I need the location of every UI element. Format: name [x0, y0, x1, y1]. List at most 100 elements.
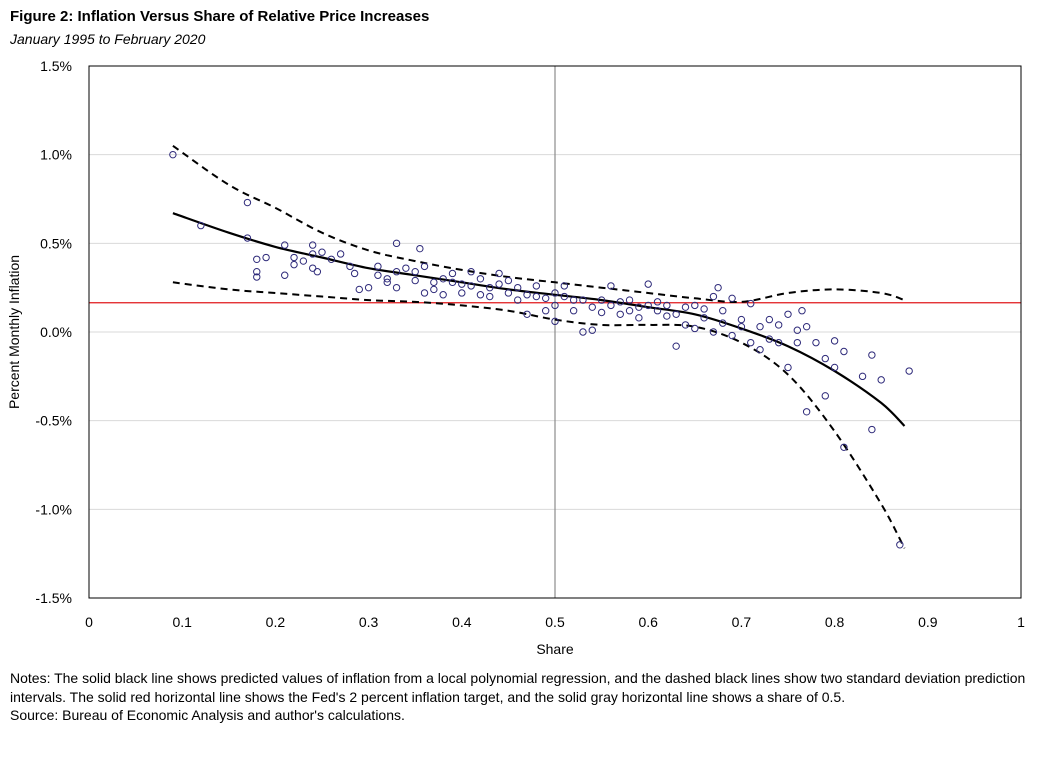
- data-point-119: [798, 307, 806, 315]
- data-point-1: [197, 221, 205, 230]
- data-point-124: [821, 354, 829, 363]
- data-point-74: [597, 296, 606, 304]
- data-point-23: [364, 283, 373, 292]
- data-point-46: [467, 282, 475, 290]
- data-point-86: [653, 307, 662, 315]
- data-point-61: [541, 307, 550, 315]
- data-point-134: [905, 367, 913, 375]
- x-tick-label: 1: [1017, 614, 1025, 630]
- data-point-21: [350, 269, 359, 278]
- data-point-31: [402, 264, 410, 272]
- x-tick-label: 0.5: [545, 614, 565, 630]
- data-point-81: [625, 296, 634, 304]
- x-axis-ticks: 0 0.1 0.2 0.3 0.4 0.5 0.6 0.7 0.8 0.9 1: [85, 614, 1025, 630]
- data-point-95: [691, 324, 699, 333]
- data-point-84: [644, 280, 652, 288]
- x-tick-label: 0.2: [266, 614, 286, 630]
- x-tick-label: 0.4: [452, 614, 472, 630]
- data-point-108: [747, 338, 755, 347]
- data-point-35: [420, 262, 429, 271]
- data-point-87: [653, 298, 662, 306]
- x-tick-label: 0.7: [732, 614, 752, 630]
- x-tick-label: 0.3: [359, 614, 379, 630]
- data-point-12: [299, 257, 308, 265]
- data-point-27: [383, 278, 391, 287]
- data-point-33: [411, 268, 419, 276]
- data-point-120: [802, 322, 811, 331]
- fit-curves: [172, 144, 906, 549]
- x-tick-label: 0.1: [172, 614, 192, 630]
- y-tick-label: 0.5%: [40, 235, 72, 251]
- data-point-107: [747, 299, 755, 308]
- scatter-points: [169, 150, 913, 549]
- data-point-9: [281, 271, 289, 279]
- data-point-68: [569, 307, 578, 315]
- data-point-59: [532, 292, 541, 301]
- data-point-17: [318, 248, 326, 256]
- data-point-18: [327, 255, 336, 263]
- data-point-89: [663, 301, 671, 310]
- data-point-24: [374, 262, 382, 271]
- data-point-117: [793, 326, 802, 334]
- x-tick-label: 0: [85, 614, 93, 630]
- data-point-43: [458, 289, 466, 297]
- data-point-73: [588, 303, 596, 311]
- data-point-65: [551, 301, 559, 310]
- data-point-105: [737, 315, 746, 324]
- data-point-133: [896, 541, 904, 549]
- data-point-83: [635, 314, 643, 322]
- data-point-52: [495, 269, 503, 278]
- data-point-53: [504, 289, 513, 297]
- data-point-91: [672, 310, 680, 318]
- notes-text: Notes: The solid black line shows predic…: [10, 670, 1026, 705]
- data-point-93: [681, 321, 690, 329]
- data-point-64: [551, 317, 559, 326]
- data-point-29: [392, 268, 401, 276]
- data-point-69: [569, 296, 578, 304]
- data-point-92: [681, 303, 690, 311]
- data-point-13: [308, 241, 317, 249]
- y-tick-label: 1.0%: [40, 147, 72, 163]
- y-tick-label: 1.5%: [40, 58, 72, 74]
- data-point-34: [416, 244, 424, 253]
- data-point-76: [607, 282, 615, 290]
- data-point-82: [635, 303, 643, 311]
- data-point-14: [308, 250, 317, 258]
- data-point-8: [281, 241, 289, 249]
- data-point-11: [290, 253, 298, 262]
- data-point-57: [523, 291, 531, 299]
- data-point-19: [336, 250, 345, 258]
- x-tick-label: 0.9: [918, 614, 938, 630]
- data-point-2: [243, 198, 252, 207]
- source-text: Source: Bureau of Economic Analysis and …: [10, 707, 405, 723]
- data-point-66: [560, 292, 569, 301]
- data-point-75: [597, 308, 606, 317]
- y-axis-label: Percent Monthly Inflation: [6, 255, 22, 409]
- data-point-45: [467, 268, 475, 276]
- data-point-125: [830, 363, 839, 372]
- data-point-55: [514, 296, 522, 304]
- y-tick-label: -1.0%: [35, 501, 72, 517]
- data-point-111: [765, 315, 774, 324]
- data-point-48: [476, 275, 485, 283]
- data-point-99: [709, 292, 718, 301]
- data-point-56: [514, 283, 522, 292]
- data-point-90: [672, 342, 680, 350]
- data-point-32: [411, 276, 419, 285]
- x-tick-label: 0.6: [638, 614, 658, 630]
- data-point-121: [802, 408, 811, 416]
- data-point-20: [346, 262, 354, 271]
- data-point-5: [253, 268, 261, 276]
- data-point-6: [253, 273, 261, 281]
- scatter-chart: 0 0.1 0.2 0.3 0.4 0.5 0.6 0.7 0.8 0.9 1 -1.5% -1.0%…: [6, 58, 1025, 657]
- data-point-36: [420, 289, 429, 297]
- chart-notes: Notes: The solid black line shows predic…: [10, 669, 1040, 725]
- data-point-110: [756, 346, 764, 354]
- data-point-39: [439, 275, 447, 283]
- data-point-50: [486, 292, 494, 301]
- data-point-25: [374, 271, 382, 279]
- data-point-30: [392, 283, 401, 292]
- data-point-3: [243, 234, 252, 242]
- data-point-58: [523, 310, 531, 318]
- data-point-38: [430, 278, 438, 287]
